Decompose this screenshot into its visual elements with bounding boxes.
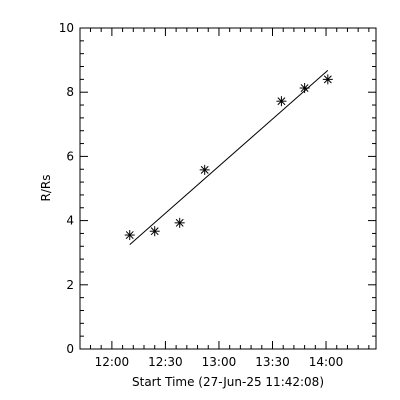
x-tick-label: 13:30: [255, 355, 290, 369]
data-point-7: [322, 74, 333, 85]
x-tick-label: 13:00: [202, 355, 237, 369]
y-tick-label: 2: [66, 278, 74, 292]
data-point-2: [149, 226, 160, 237]
plot-frame: [79, 27, 377, 350]
linear-fit-line: [129, 69, 329, 246]
axis-ticks: 0 2 4 6 8 10 12:00 12:30 13:00 13:30 14:00: [59, 21, 376, 369]
x-tick-label: 14:00: [309, 355, 344, 369]
x-axis-label: Start Time (27-Jun-25 11:42:08): [132, 375, 324, 389]
y-tick-label: 10: [59, 21, 74, 35]
y-tick-label: 0: [66, 342, 74, 356]
y-axis-label: R/Rs: [39, 175, 53, 202]
data-point-4: [199, 164, 210, 175]
data-point-3: [174, 217, 185, 228]
data-point-1: [124, 230, 135, 241]
data-marks: [124, 74, 333, 241]
x-tick-label: 12:30: [148, 355, 183, 369]
y-tick-label: 8: [66, 85, 74, 99]
y-tick-label: 4: [66, 214, 74, 228]
x-tick-label: 12:00: [95, 355, 130, 369]
data-point-5: [276, 96, 287, 107]
y-tick-label: 6: [66, 149, 74, 163]
